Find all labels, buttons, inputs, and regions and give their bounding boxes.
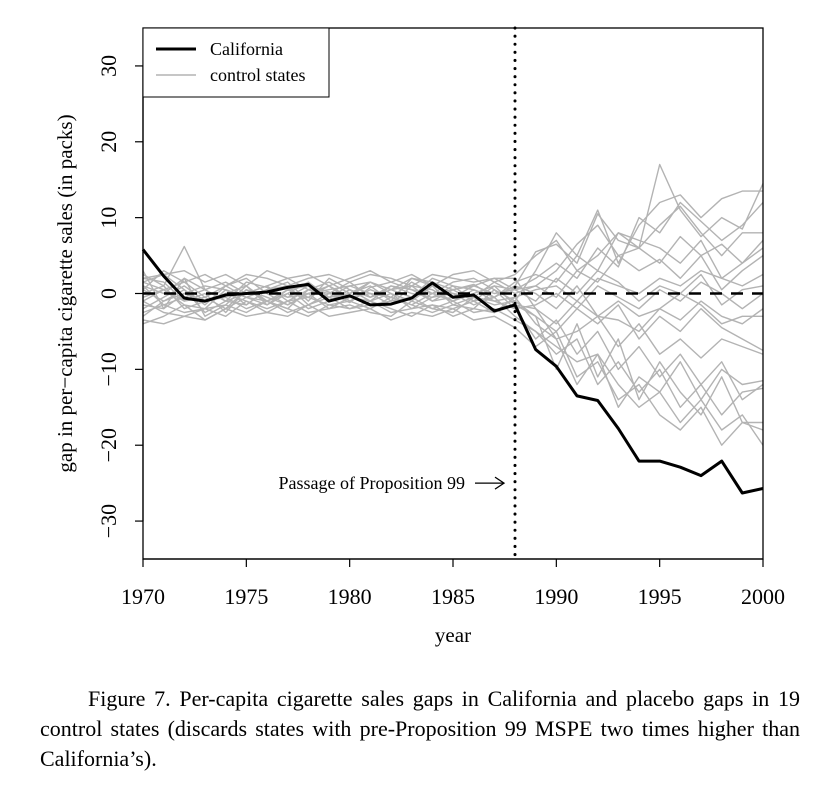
annotation-arrow-icon bbox=[475, 476, 506, 490]
annotation: Passage of Proposition 99 bbox=[279, 473, 506, 493]
x-tick-label-1970: 1970 bbox=[121, 584, 165, 609]
series-control-state-line-19 bbox=[142, 300, 764, 408]
series-control-state-line-14 bbox=[142, 292, 764, 431]
y-tick-label-0: 0 bbox=[96, 288, 121, 299]
y-tick-label-10: 10 bbox=[96, 207, 121, 229]
y-tick-label--20: −20 bbox=[96, 428, 121, 462]
y-tick-label--10: −10 bbox=[96, 352, 121, 386]
y-tick-label--30: −30 bbox=[96, 504, 121, 538]
legend-label-control-states: control states bbox=[210, 65, 305, 85]
legend-label-california: California bbox=[210, 39, 283, 59]
series-control-state-line-13 bbox=[142, 281, 764, 416]
y-axis-title: gap in per−capita cigarette sales (in pa… bbox=[53, 114, 77, 472]
series-control-state-line-18 bbox=[142, 232, 764, 287]
control-state-lines bbox=[142, 163, 764, 446]
reference-lines bbox=[143, 26, 763, 561]
x-tick-label-1995: 1995 bbox=[638, 584, 682, 609]
x-axis-title: year bbox=[435, 623, 471, 647]
series-california-line bbox=[141, 248, 764, 495]
x-tick-label-1975: 1975 bbox=[224, 584, 268, 609]
x-tick-label-1985: 1985 bbox=[431, 584, 475, 609]
series-control-state-line-16 bbox=[142, 304, 763, 446]
figure-chart: 1970 1975 1980 1985 1990 1995 2000 −30 −20 −10 0 1… bbox=[53, 26, 785, 647]
x-tick-label-1980: 1980 bbox=[328, 584, 372, 609]
california-line-group bbox=[141, 248, 764, 495]
series-control-state-line-15 bbox=[142, 300, 764, 446]
legend-box bbox=[142, 27, 330, 98]
y-tick-label-20: 20 bbox=[96, 131, 121, 153]
x-tick-label-1990: 1990 bbox=[534, 584, 578, 609]
y-axis: −30 −20 −10 0 10 20 30 bbox=[96, 55, 144, 538]
legend: California control states bbox=[142, 27, 330, 98]
x-axis: 1970 1975 1980 1985 1990 1995 2000 bbox=[121, 558, 785, 609]
y-tick-label-30: 30 bbox=[96, 55, 121, 77]
figure-caption: Figure 7. Per-capita cigarette sales gap… bbox=[40, 686, 800, 771]
annotation-text: Passage of Proposition 99 bbox=[279, 473, 466, 493]
series-control-state-line-17 bbox=[142, 270, 764, 333]
x-tick-label-2000: 2000 bbox=[741, 584, 785, 609]
